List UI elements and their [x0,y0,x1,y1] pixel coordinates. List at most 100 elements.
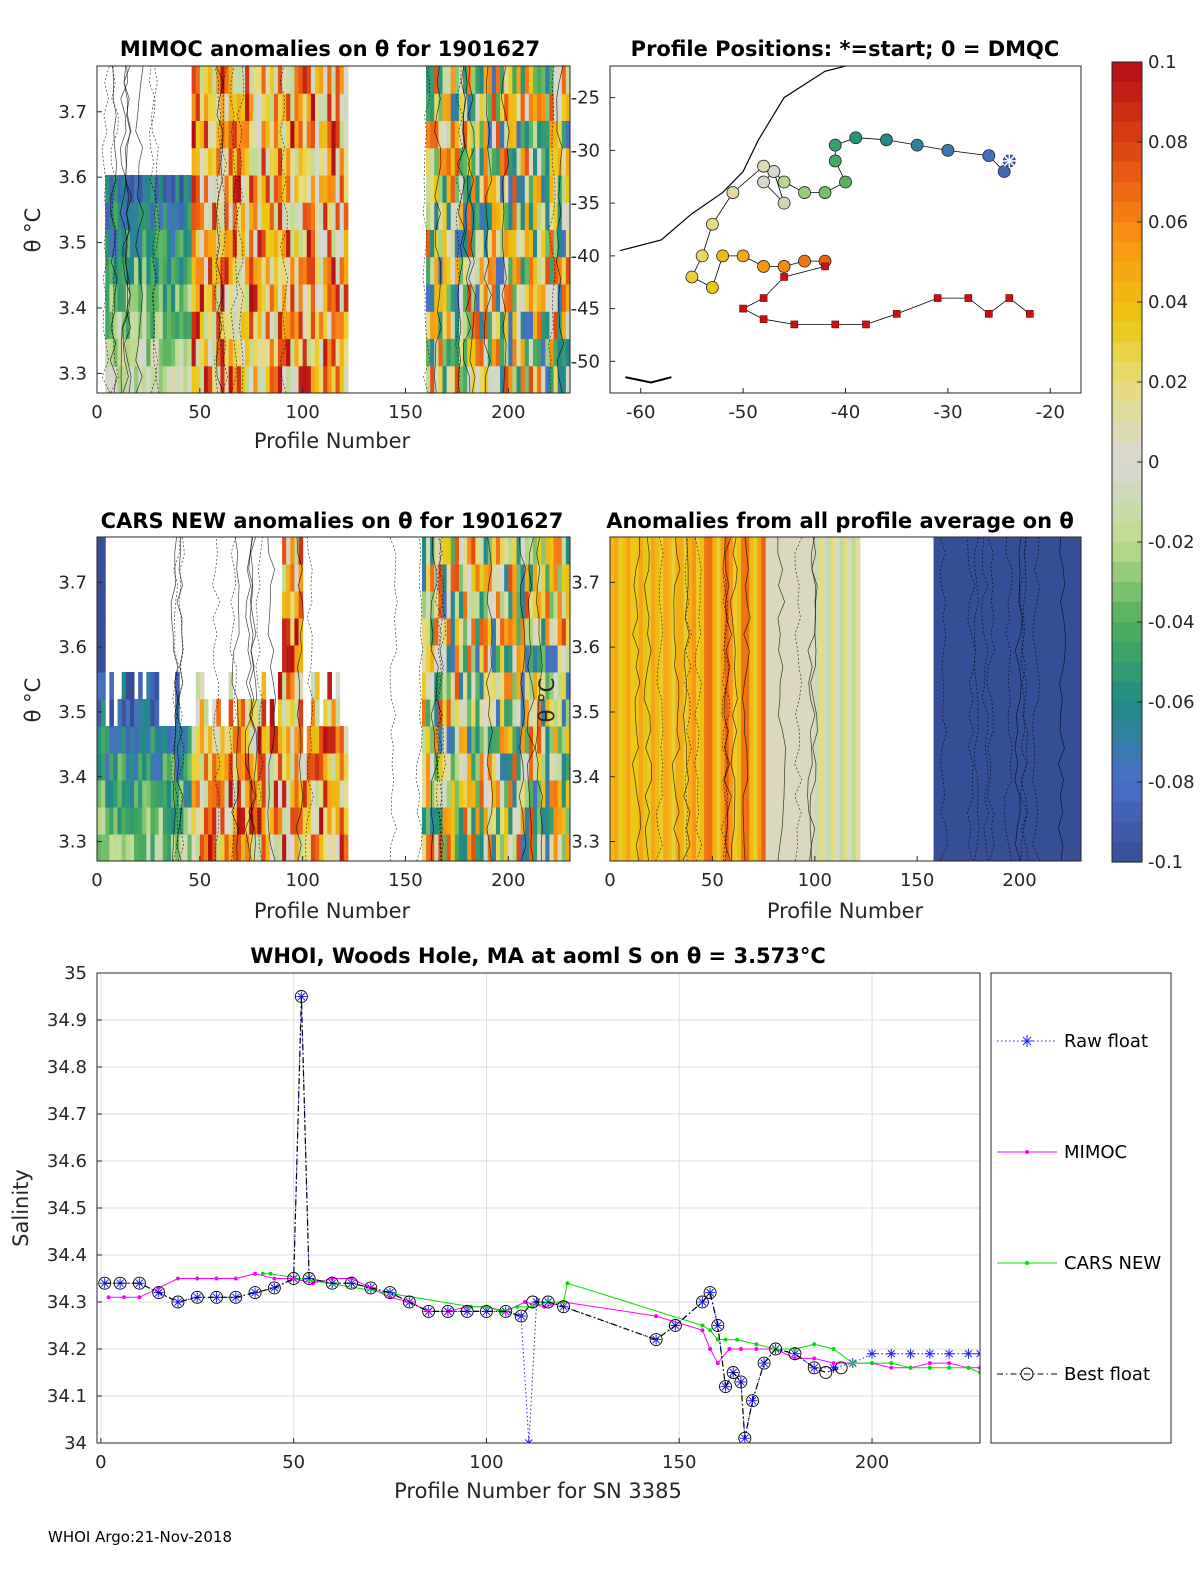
heatmap-cell [999,726,1004,754]
heatmap-cell [335,338,341,367]
colorbar-tick-label: 0.04 [1148,292,1188,313]
heatmap-cell [708,564,713,592]
contour-line [526,537,536,861]
heatmap-cell [736,780,742,808]
heatmap-cell [216,780,221,808]
heatmap-cell [203,284,209,312]
heatmap-cell [659,537,664,565]
heatmap-cell [716,726,722,754]
heatmap-cell [323,256,328,285]
heatmap-cell [282,147,287,176]
heatmap-cell [236,780,242,808]
heatmap-cell [675,564,681,592]
heatmap-cell [446,229,452,258]
heatmap-cell [782,834,787,861]
heatmap-cell [802,726,808,754]
best-float-marker [711,1319,725,1332]
series-marker [889,1365,894,1370]
colorbar-step [1112,642,1142,663]
heatmap-cell [331,780,337,808]
contour-line [518,537,527,861]
series-marker [523,1300,528,1304]
heatmap-cell [786,591,791,619]
heatmap-cell [741,780,746,808]
heatmap-cell [298,66,304,94]
heatmap-cell [839,564,844,592]
heatmap-cell [941,618,947,646]
heatmap-cell [253,229,258,258]
heatmap-cell [273,147,279,176]
heatmap-cell [520,120,526,149]
heatmap-cell [286,726,291,754]
heatmap-cell [691,564,697,592]
best-float-marker [152,1286,166,1300]
legend-box [990,972,1172,1444]
heatmap-cell [314,66,320,94]
positions-ticks: -60 -50 -40 -30 -20-25-30-35-40-45-50 [571,88,1065,423]
heatmap-cell [294,726,300,754]
heatmap-cell [224,338,230,367]
heatmap-cell [994,834,1000,861]
heatmap-cell [257,229,263,258]
heatmap-cell [438,537,443,565]
heatmap-cell [454,564,460,592]
heatmap-cell [125,780,131,808]
heatmap-cell [290,564,295,592]
heatmap-cell [134,365,139,393]
heatmap-cell [269,699,275,727]
heatmap-cell [541,66,546,94]
heatmap-cell [810,807,816,835]
heatmap-cell [450,120,456,149]
heatmap-cell [298,672,304,700]
heatmap-cell [806,591,812,619]
heatmap-cell [454,256,460,285]
contour-line [723,537,732,861]
heatmap-cell [232,753,238,781]
heatmap-cell [524,672,530,700]
heatmap-cell [487,726,493,754]
heatmap-cell [622,672,627,700]
heatmap-cell [933,564,939,592]
heatmap-cell [618,834,623,861]
heatmap-cell [1003,618,1008,646]
heatmap-cell [1040,645,1045,673]
heatmap-cell [933,753,939,781]
colorbar-tick-label: -0.06 [1148,692,1195,713]
heatmap-cell [851,564,857,592]
contour-line [438,537,446,861]
heatmap-cell [810,564,816,592]
heatmap-cell [524,645,530,673]
heatmap-cell [335,311,341,339]
heatmap-cell [1076,672,1081,700]
heatmap-cell [1031,591,1037,619]
y-tick-label: 3.3 [58,832,87,853]
heatmap-cell [446,311,452,339]
heatmap-cell [471,618,476,646]
heatmap-cell [798,807,803,835]
heatmap-cell [986,564,992,592]
heatmap-cell [154,726,160,754]
heatmap-cell [814,618,820,646]
heatmap-cell [545,93,550,121]
heatmap-cell [479,365,485,393]
heatmap-cell [249,93,254,121]
heatmap-cell [105,284,110,312]
heatmap-cell [269,807,275,835]
heatmap-cell [646,618,652,646]
heatmap-cell [537,93,542,121]
heatmap-cell [806,807,812,835]
heatmap-cell [479,699,485,727]
heatmap-cell [1007,537,1012,565]
heatmap-cell [794,834,799,861]
heatmap-cell [487,175,493,203]
heatmap-cell [438,66,443,94]
heatmap-cell [736,672,742,700]
heatmap-cell [512,834,518,861]
heatmap-cell [549,365,555,393]
heatmap-cell [822,564,828,592]
heatmap-cell [277,365,283,393]
heatmap-cell [450,834,456,861]
marker-stroke [887,1349,896,1358]
series-marker [927,1361,932,1366]
heatmap-cell [142,753,147,781]
